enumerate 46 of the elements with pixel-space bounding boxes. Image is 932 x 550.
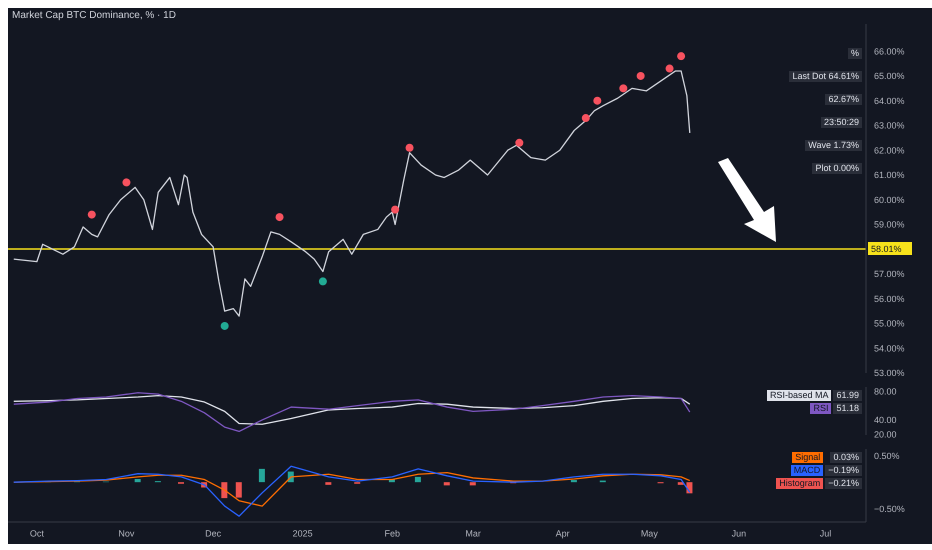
text: Histogram bbox=[776, 478, 824, 489]
annotation: Plot 0.00% bbox=[812, 163, 862, 174]
annotation: 23:50:29 bbox=[820, 117, 862, 128]
y-tick-label: 64.00% bbox=[874, 96, 905, 106]
annotation: 61.99 bbox=[833, 390, 862, 401]
y-tick-label: 66.00% bbox=[874, 46, 905, 56]
y-tick-label: 62.00% bbox=[874, 145, 905, 156]
y-tick-label: 56.00% bbox=[874, 294, 905, 304]
annotation: 51.18 bbox=[833, 403, 862, 414]
chart-title: Market Cap BTC Dominance, % · 1D bbox=[12, 10, 176, 21]
x-tick-label: Dec bbox=[205, 528, 222, 538]
x-tick-label: Oct bbox=[30, 528, 44, 538]
x-tick-label: Jun bbox=[732, 528, 746, 538]
y-tick-label: 54.00% bbox=[874, 343, 905, 354]
annotation: Wave 1.73% bbox=[805, 140, 862, 151]
text: RSI bbox=[810, 403, 832, 414]
annotation: 62.67% bbox=[825, 94, 862, 105]
y-tick-label: 63.00% bbox=[874, 120, 905, 131]
y-tick-label: 80.00 bbox=[874, 386, 897, 396]
text: RSI-based MA bbox=[766, 390, 832, 401]
text: Signal bbox=[792, 452, 824, 463]
annotation: 0.03% bbox=[830, 452, 862, 463]
annotation: Last Dot 64.61% bbox=[789, 71, 862, 82]
y-tick-label: 57.00% bbox=[874, 269, 905, 280]
y-tick-label: 65.00% bbox=[874, 71, 905, 82]
y-tick-label: 59.00% bbox=[874, 220, 905, 230]
y-tick-label: 61.00% bbox=[874, 170, 905, 180]
x-tick-label: Apr bbox=[556, 528, 570, 538]
y-tick-label: 53.00% bbox=[874, 368, 905, 378]
x-tick-label: Feb bbox=[384, 528, 400, 538]
y-tick-label: 55.00% bbox=[874, 318, 905, 329]
annotation: −0.21% bbox=[825, 478, 862, 489]
y-tick-label: 20.00 bbox=[874, 429, 897, 440]
annotation: % bbox=[848, 48, 862, 59]
text: MACD bbox=[790, 465, 824, 476]
y-tick-label: 40.00 bbox=[874, 415, 897, 426]
y-tick-label: 60.00% bbox=[874, 194, 905, 205]
x-tick-label: Jul bbox=[820, 528, 832, 538]
x-tick-label: May bbox=[640, 528, 658, 538]
ref-line-label: 58.01% bbox=[871, 244, 902, 254]
x-tick-label: Nov bbox=[118, 528, 135, 538]
y-tick-label: 0.50% bbox=[874, 450, 900, 461]
x-tick-label: Mar bbox=[465, 528, 481, 538]
x-tick-label: 2025 bbox=[292, 528, 313, 538]
annotation: −0.19% bbox=[825, 465, 862, 476]
y-tick-label: −0.50% bbox=[874, 504, 905, 514]
